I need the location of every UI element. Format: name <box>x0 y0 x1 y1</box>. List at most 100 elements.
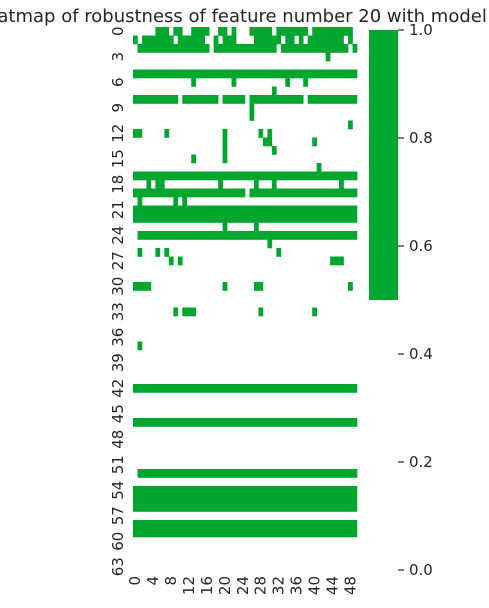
heatmap-cell <box>303 78 309 87</box>
heatmap-cell <box>231 78 237 87</box>
y-tick-label: 33 <box>109 302 127 321</box>
heatmap-cell <box>271 146 277 155</box>
heatmap-cell <box>222 282 228 291</box>
heatmap-cell <box>173 27 183 36</box>
heatmap-cell <box>164 129 170 138</box>
heatmap-cell <box>168 256 174 266</box>
y-tick-label: 21 <box>109 200 127 219</box>
y-tick-label: 9 <box>109 103 127 113</box>
heatmap-cell <box>137 231 358 240</box>
x-tick-label: 48 <box>341 576 359 595</box>
x-tick-label: 20 <box>216 576 234 595</box>
heatmap-cell <box>330 256 344 266</box>
colorbar-tick-label: 0.8 <box>409 129 433 147</box>
heatmap-cell <box>262 137 273 147</box>
heatmap-cell <box>222 35 237 45</box>
heatmap-cell <box>137 341 143 351</box>
heatmap-cell <box>231 27 237 36</box>
heatmap-cell <box>133 129 143 138</box>
x-tick-label: 16 <box>198 576 216 595</box>
heatmap-cell <box>137 248 143 257</box>
colorbar-ticks: 0.0 0.2 0.4 0.6 0.8 1.0 <box>398 21 433 579</box>
heatmap-cell <box>218 27 228 36</box>
y-tick-label: 39 <box>109 353 127 372</box>
heatmap-cell <box>133 384 358 393</box>
x-tick-label: 4 <box>144 576 162 586</box>
heatmap-cell <box>307 95 358 104</box>
heatmap-cell <box>133 171 358 181</box>
heatmap-cell <box>133 282 152 291</box>
heatmap-cell <box>249 27 273 36</box>
y-tick-label: 54 <box>109 481 127 500</box>
heatmap-cell <box>133 69 358 79</box>
heatmap-cell <box>133 35 138 45</box>
heatmap-cell <box>222 222 228 232</box>
chart-title: heatmap of robustness of feature number … <box>0 6 489 27</box>
heatmap-cell <box>249 188 358 198</box>
y-tick-label: 60 <box>109 532 127 551</box>
heatmap-cell <box>164 248 170 257</box>
y-tick-label: 36 <box>109 328 127 347</box>
y-tick-label: 18 <box>109 175 127 194</box>
heatmap-cell <box>191 154 197 164</box>
x-tick-label: 44 <box>323 576 341 595</box>
colorbar <box>369 30 398 300</box>
heatmap-cell <box>312 27 353 36</box>
colorbar-tick-label: 0.6 <box>409 237 433 255</box>
heatmap-cell <box>339 180 344 189</box>
heatmap-cell <box>182 197 188 206</box>
heatmap-cell <box>133 214 358 223</box>
heatmap-cell <box>253 282 264 291</box>
heatmap-cell <box>133 95 179 104</box>
y-tick-label: 63 <box>109 557 127 576</box>
heatmap-cell <box>177 35 205 45</box>
heatmap-cell <box>253 222 259 232</box>
heatmap-cell <box>133 520 358 529</box>
heatmap-cell <box>191 27 210 36</box>
heatmap-cell <box>191 78 197 87</box>
heatmap-cell <box>285 78 291 87</box>
x-tick-label: 28 <box>252 576 270 595</box>
y-tick-label: 6 <box>109 77 127 87</box>
y-tick-label: 15 <box>109 149 127 168</box>
heatmap-cell <box>280 44 349 53</box>
x-tick-label: 0 <box>126 576 144 586</box>
heatmap-cell <box>348 35 353 45</box>
heatmap-cell <box>222 137 228 147</box>
heatmap-cell <box>325 52 331 62</box>
heatmap-cell <box>249 103 255 113</box>
heatmap-cell <box>258 129 264 138</box>
heatmap-cell <box>137 197 143 206</box>
heatmap-cell <box>249 95 304 104</box>
heatmap-cell <box>218 180 223 189</box>
heatmap-cell <box>222 146 228 155</box>
heatmap-cell <box>155 180 165 189</box>
heatmap-cell <box>133 418 358 427</box>
heatmap-cell <box>133 486 358 495</box>
heatmap-cell <box>213 35 219 45</box>
y-tick-label: 24 <box>109 226 127 245</box>
y-tick-label: 45 <box>109 404 127 423</box>
heatmap-cell <box>222 154 228 164</box>
heatmap-cells <box>133 27 358 538</box>
y-tick-label: 42 <box>109 379 127 398</box>
y-tick-label: 0 <box>109 26 127 36</box>
heatmap-cell <box>348 120 353 130</box>
heatmap-cell <box>141 35 174 45</box>
x-tick-label: 36 <box>288 576 306 595</box>
heatmap-cell <box>267 129 273 138</box>
x-tick-label: 24 <box>234 576 252 595</box>
heatmap-cell <box>133 503 358 512</box>
heatmap-cell <box>222 95 246 104</box>
x-tick-label: 8 <box>162 576 180 586</box>
x-tick-label: 40 <box>305 576 323 595</box>
heatmap-cell <box>249 112 255 121</box>
heatmap-cell <box>177 256 183 266</box>
x-axis-ticks: 0 4 8 12 16 20 24 28 32 36 40 44 48 <box>126 576 359 595</box>
heatmap-cell <box>307 35 344 45</box>
heatmap-cell <box>182 95 219 104</box>
heatmap-cell <box>137 469 358 478</box>
colorbar-tick-label: 1.0 <box>409 21 433 39</box>
